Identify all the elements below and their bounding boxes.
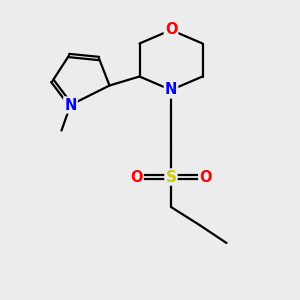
Text: N: N: [64, 98, 77, 112]
Text: O: O: [199, 169, 212, 184]
Text: O: O: [130, 169, 143, 184]
Text: S: S: [166, 169, 176, 184]
Text: O: O: [165, 22, 177, 38]
Text: N: N: [165, 82, 177, 98]
